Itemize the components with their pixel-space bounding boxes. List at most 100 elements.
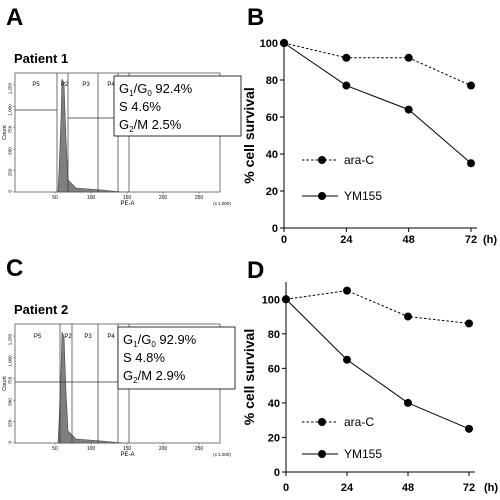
y-tick-label: 40 — [268, 398, 280, 410]
legend-marker — [318, 192, 326, 200]
gate-label: P2 — [61, 82, 69, 88]
stats-line: S 4.8% — [123, 350, 165, 365]
data-point — [342, 53, 351, 62]
x-tick-label: 50 — [52, 195, 58, 201]
legend-label: ara-C — [344, 153, 374, 167]
x-tick-label: 150 — [123, 446, 132, 452]
x-axis-unit-note: (x 1,000) — [213, 201, 231, 206]
x-tick-label: 0 — [283, 482, 289, 494]
series-line-ara-c — [283, 42, 472, 87]
y-tick-label: 1,250 — [8, 334, 13, 346]
data-point — [467, 81, 475, 90]
y-tick-label: 100 — [260, 38, 278, 50]
stats-line: G1/G0 92.4% — [119, 81, 193, 98]
y-tick-label: 80 — [266, 75, 278, 87]
cell-cycle-stats-box — [117, 326, 236, 390]
patient-title-2: Patient 2 — [14, 302, 69, 317]
data-point — [404, 53, 413, 62]
x-tick-label: 200 — [159, 195, 168, 201]
stats-line: S 4.6% — [119, 99, 161, 114]
y-axis-label: % cell survival — [241, 329, 257, 426]
survival-panel-b: 0 20 40 60 80 100 0 24 48 72 (h) % cell survival ara… — [241, 38, 497, 246]
data-point — [343, 355, 351, 364]
gate-label: P4 — [107, 334, 115, 340]
y-tick-label: 750 — [8, 376, 13, 384]
gate-label: P5 — [32, 82, 40, 88]
x-tick-label: 100 — [87, 446, 96, 452]
cell-cycle-stats-box — [113, 75, 242, 137]
y-tick-label: 250 — [8, 419, 13, 427]
legend-label: YM155 — [344, 447, 382, 461]
y-axis-label: Count — [2, 376, 8, 391]
gate-label: P3 — [82, 82, 90, 88]
y-tick-label: 500 — [8, 147, 13, 155]
y-tick-label: 0 — [8, 441, 13, 444]
data-point — [280, 39, 288, 47]
x-tick-label: 250 — [195, 446, 204, 452]
y-tick-label: 1,250 — [8, 83, 13, 95]
y-tick-label: 60 — [268, 363, 280, 375]
x-axis-label: PE-A — [120, 452, 134, 458]
histogram-area — [57, 331, 123, 444]
y-tick-label: 0 — [274, 467, 280, 479]
x-tick-label: 0 — [281, 234, 287, 246]
y-tick-label: 1,000 — [8, 104, 13, 116]
legend-marker — [318, 450, 326, 458]
stats-line: G2/M 2.5% — [119, 117, 182, 134]
y-tick-label: 20 — [266, 186, 278, 198]
histogram-panel-c: P5 P2 P3 P4 0 250 500 750 1,000 1,250 Count 50 100 15… — [2, 323, 236, 458]
legend-label: YM155 — [344, 189, 382, 203]
y-axis-label: Count — [2, 125, 8, 140]
survival-panel-d: 0 20 40 60 80 100 0 24 48 72 (h) % cell survival ara… — [241, 282, 498, 494]
gate-label: P3 — [84, 334, 92, 340]
x-axis-unit-note: (x 1,000) — [213, 452, 231, 457]
series-line-ara-c — [285, 290, 470, 324]
y-tick-label: 100 — [262, 294, 280, 306]
legend-marker — [318, 418, 326, 426]
x-tick-label: 24 — [340, 234, 353, 246]
x-tick-label: 72 — [463, 482, 475, 494]
x-tick-label: 250 — [195, 195, 204, 201]
x-tick-label: 200 — [159, 446, 168, 452]
data-point — [465, 319, 473, 328]
x-tick-label: 50 — [52, 446, 58, 452]
y-tick-label: 0 — [8, 190, 13, 193]
data-point — [282, 295, 290, 304]
patient-title-1: Patient 1 — [14, 51, 69, 66]
stats-line: G2/M 2.9% — [123, 368, 186, 385]
data-point — [465, 424, 473, 433]
data-point — [343, 286, 351, 295]
x-tick-label: 100 — [87, 195, 96, 201]
gate-label: P4 — [107, 82, 115, 88]
data-point — [342, 81, 351, 90]
legend-marker — [318, 156, 326, 164]
y-tick-label: 40 — [266, 149, 278, 161]
gate-label: P2 — [64, 334, 72, 340]
y-tick-label: 250 — [8, 168, 13, 176]
y-tick-label: 0 — [272, 223, 278, 235]
data-point — [467, 159, 475, 168]
data-point — [404, 105, 413, 114]
panel-label-b: B — [247, 4, 265, 31]
series-line-ym155 — [285, 298, 470, 430]
y-tick-label: 80 — [268, 329, 280, 341]
histogram-area — [57, 78, 123, 193]
y-tick-label: 500 — [8, 398, 13, 406]
panel-label-d: D — [247, 257, 265, 284]
y-tick-label: 1,000 — [8, 355, 13, 367]
histogram-panel-a: P5 P2 P3 P4 0 250 500 750 1,000 1,250 Count 50 100 15… — [2, 72, 242, 207]
series-line-ym155 — [283, 42, 472, 164]
data-point — [404, 312, 412, 321]
x-tick-label: 48 — [403, 234, 415, 246]
y-tick-label: 750 — [8, 125, 13, 133]
gate-label: P5 — [34, 334, 42, 340]
y-axis-label: % cell survival — [241, 87, 257, 184]
x-tick-label: 150 — [123, 195, 132, 201]
data-point — [404, 398, 412, 407]
y-tick-label: 20 — [268, 432, 280, 444]
y-tick-label: 60 — [266, 112, 278, 124]
x-axis-label: PE-A — [120, 201, 134, 207]
x-tick-label: 48 — [402, 482, 414, 494]
legend-label: ara-C — [344, 415, 374, 429]
